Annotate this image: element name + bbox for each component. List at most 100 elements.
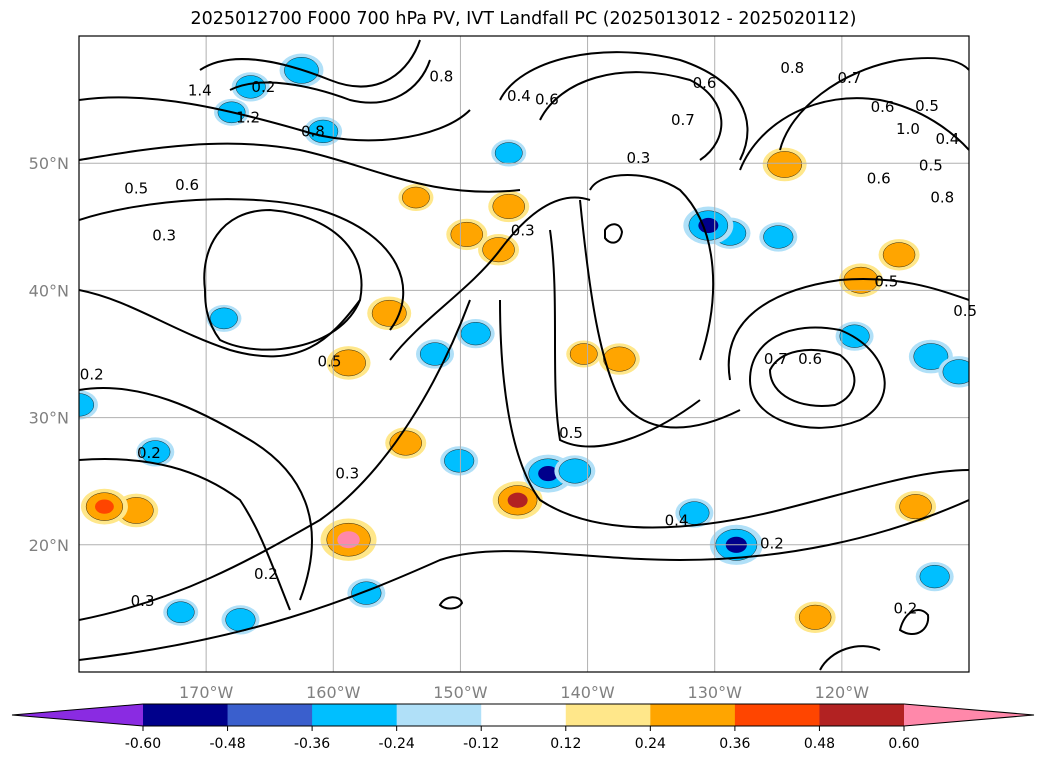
pc-anomaly-patch-core	[166, 601, 195, 623]
pv-contour-line	[79, 142, 521, 193]
chart-title: 2025012700 F000 700 hPa PV, IVT Landfall…	[190, 9, 857, 29]
pc-anomaly-patch-core	[919, 565, 950, 589]
map-frame	[78, 35, 970, 673]
pv-contour-line	[819, 645, 881, 671]
colorbar-tick-label: 0.12	[550, 736, 581, 752]
x-tick-label: 140°W	[560, 683, 615, 702]
pv-contour-label: 0.3	[335, 465, 359, 483]
pc-anomaly-patch-core	[913, 343, 949, 370]
y-axis: 20°N 30°N 40°N 50°N	[29, 154, 69, 555]
x-tick-label: 150°W	[433, 683, 488, 702]
pv-contour-line	[589, 174, 715, 361]
pc-anomaly-patch-core	[79, 393, 95, 417]
pv-contour-label: 0.7	[838, 69, 862, 87]
pc-anomaly-patch-core	[210, 307, 238, 330]
colorbar-tick-label: -0.36	[294, 736, 330, 752]
pv-contour-line	[79, 499, 969, 661]
colorbar-tick-label: 0.24	[635, 736, 666, 752]
pv-contour-line	[79, 198, 405, 331]
pv-contour-label: 1.0	[896, 120, 920, 138]
pc-anomaly-patch-peak	[337, 531, 360, 549]
pc-anomaly-patch-core	[494, 142, 523, 164]
colorbar-segment	[481, 704, 567, 726]
pv-contour-line	[229, 59, 431, 104]
colorbar-segment	[396, 704, 482, 726]
pv-contour-label: 0.3	[152, 227, 176, 245]
pv-contour-label: 0.3	[626, 149, 650, 167]
pc-anomaly-patch-peak	[95, 499, 114, 514]
pc-anomaly-patch-core	[444, 449, 475, 473]
pv-contour-label: 0.7	[764, 350, 788, 368]
pc-anomaly-patch-core	[402, 186, 430, 209]
pv-contour-label: 0.2	[760, 535, 784, 553]
x-axis: 170°W 160°W 150°W 140°W 130°W 120°W	[179, 683, 869, 702]
pc-anomaly-patch-core	[482, 237, 515, 263]
pv-contour-label: 0.3	[131, 592, 155, 610]
pv-contour-labels: 0.5 0.6 0.3 1.2 1.4 0.2 0.8 0.8 0.6 0.3 0.7 0.6 0.8 0…	[80, 59, 977, 618]
pv-contour-label: 0.8	[301, 122, 325, 140]
pc-anomaly-patch-core	[763, 225, 794, 249]
x-tick-label: 160°W	[306, 683, 361, 702]
pv-contour-label: 0.6	[871, 98, 895, 116]
pc-anomaly-patch-core	[558, 458, 592, 484]
pc-anomaly-patch-core	[389, 430, 422, 456]
pv-contour-label: 1.4	[188, 82, 212, 100]
gridlines	[79, 36, 969, 672]
pc-anomaly-patch-core	[460, 322, 491, 346]
y-tick-label: 30°N	[29, 409, 69, 428]
pv-contour-label: 0.8	[930, 189, 954, 207]
pv-contour-label: 0.2	[893, 599, 917, 617]
colorbar-segment	[227, 704, 313, 726]
pv-contour-label: 0.5	[915, 97, 939, 115]
pc-anomaly-patch-core	[492, 194, 525, 219]
pc-anomaly-fills	[79, 53, 969, 635]
pv-contour-line	[79, 458, 291, 611]
colorbar-segment	[565, 704, 651, 726]
pv-contour-label: 0.4	[507, 87, 531, 105]
pv-contour-label: 0.8	[429, 68, 453, 86]
pv-contour-label: 0.2	[251, 78, 275, 96]
colorbar-segment	[650, 704, 736, 726]
pc-anomaly-patch-core	[371, 299, 407, 327]
y-tick-label: 40°N	[29, 281, 69, 300]
pv-contour-line	[539, 71, 723, 161]
pc-anomaly-patch-core	[351, 581, 382, 605]
colorbar-segment	[143, 704, 229, 726]
pc-anomaly-patch-core	[798, 604, 832, 630]
colorbar-tick-label: -0.12	[463, 736, 499, 752]
pv-contour-line	[499, 51, 749, 161]
pv-contour-line	[579, 199, 741, 429]
pv-contour-line	[79, 299, 471, 621]
x-tick-label: 120°W	[815, 683, 870, 702]
colorbar-tick-label: 0.60	[888, 736, 919, 752]
colorbar-segment	[312, 704, 398, 726]
pv-contour-line	[499, 299, 969, 529]
pv-contour-label: 1.2	[236, 108, 260, 126]
pv-contour-line	[748, 326, 886, 429]
pv-contour-label: 0.6	[535, 91, 559, 109]
y-tick-label: 20°N	[29, 536, 69, 555]
pc-anomaly-patch-core	[767, 151, 803, 178]
colorbar-extend-low	[12, 704, 143, 726]
colorbar-extend-high	[904, 704, 1034, 726]
pc-anomaly-patch-core	[331, 349, 366, 377]
pv-contour-label: 0.4	[935, 130, 959, 148]
pv-contour-line	[604, 223, 624, 244]
pv-contour-label: 0.5	[953, 302, 977, 320]
pc-anomaly-patch-core	[450, 221, 483, 247]
x-tick-label: 130°W	[688, 683, 743, 702]
pc-anomaly-patch-peak	[698, 217, 719, 234]
pc-anomaly-patch-peak	[538, 465, 559, 482]
pv-contour-label: 0.8	[780, 59, 804, 77]
colorbar-tick-label: -0.24	[379, 736, 415, 752]
pv-contour-label: 0.6	[867, 169, 891, 187]
pv-contour-line	[79, 387, 313, 601]
colorbar-tick-label: 0.36	[719, 736, 750, 752]
colorbar-tick-label: -0.60	[125, 736, 161, 752]
colorbar-tick-label: -0.48	[209, 736, 245, 752]
pc-anomaly-patch-core	[569, 343, 598, 365]
pv-contour-line	[768, 349, 856, 407]
pv-contour-label: 0.2	[80, 365, 104, 383]
pv-contour-label: 0.5	[874, 272, 898, 290]
